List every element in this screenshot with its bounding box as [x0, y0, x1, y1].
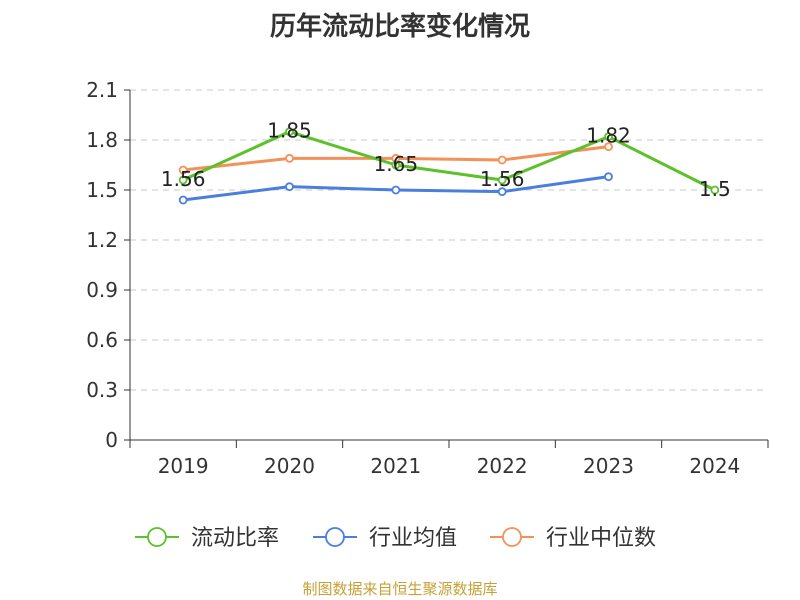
chart-title: 历年流动比率变化情况: [269, 12, 530, 42]
x-tick-label: 2021: [370, 454, 421, 478]
y-tick-label: 0.9: [86, 278, 118, 302]
data-point: [285, 182, 294, 192]
data-point: [497, 175, 507, 185]
legend-label: 流动比率: [191, 526, 279, 551]
legend: 流动比率 行业均值 行业中位数: [135, 526, 656, 551]
data-label: 1.85: [267, 119, 312, 143]
y-tick-label: 1.8: [86, 128, 118, 152]
grid-lines: [130, 89, 768, 391]
y-tick-label: 0.3: [86, 378, 118, 402]
x-tick-label: 2024: [689, 454, 740, 478]
data-point: [178, 165, 188, 175]
x-tick-label: 2023: [583, 454, 634, 478]
legend-marker: [325, 527, 345, 547]
source-footnote: 制图数据来自恒生聚源数据库: [302, 580, 498, 598]
x-tick-label: 2020: [264, 454, 315, 478]
x-tick-label: 2022: [477, 454, 528, 478]
y-tick-label: 0.6: [86, 328, 118, 352]
series-line: [182, 130, 716, 192]
data-label: 1.56: [480, 167, 525, 191]
data-label: 1.56: [161, 167, 206, 191]
y-tick-label: 0: [105, 428, 118, 452]
data-point: [178, 175, 188, 185]
data-label: 1.82: [586, 124, 631, 148]
data-point: [710, 185, 720, 195]
legend-marker: [502, 527, 522, 547]
y-tick-label: 1.5: [86, 178, 118, 202]
data-point: [604, 142, 613, 152]
data-point: [604, 132, 613, 142]
data-point: [497, 187, 507, 197]
data-point: [604, 172, 613, 182]
axes: 0 0.3 0.6 0.9 1.2 1.5 1.8 2.1 2019 2020 2021 2022 20…: [86, 78, 769, 478]
x-tick-label: 2019: [158, 454, 209, 478]
legend-marker: [147, 527, 167, 547]
data-point: [497, 155, 507, 165]
legend-label: 行业均值: [369, 526, 457, 551]
series-lines: [178, 127, 720, 205]
data-point: [391, 185, 401, 195]
data-point: [391, 160, 401, 170]
data-point: [285, 127, 294, 137]
data-labels: 1.56 1.85 1.65 1.56 1.82 1.5: [161, 119, 731, 201]
legend-label: 行业中位数: [546, 526, 656, 551]
data-label: 1.65: [374, 152, 419, 176]
data-label: 1.5: [699, 177, 731, 201]
y-tick-label: 1.2: [86, 228, 118, 252]
data-point: [178, 195, 188, 205]
y-tick-label: 2.1: [86, 78, 118, 102]
data-point: [285, 153, 294, 163]
